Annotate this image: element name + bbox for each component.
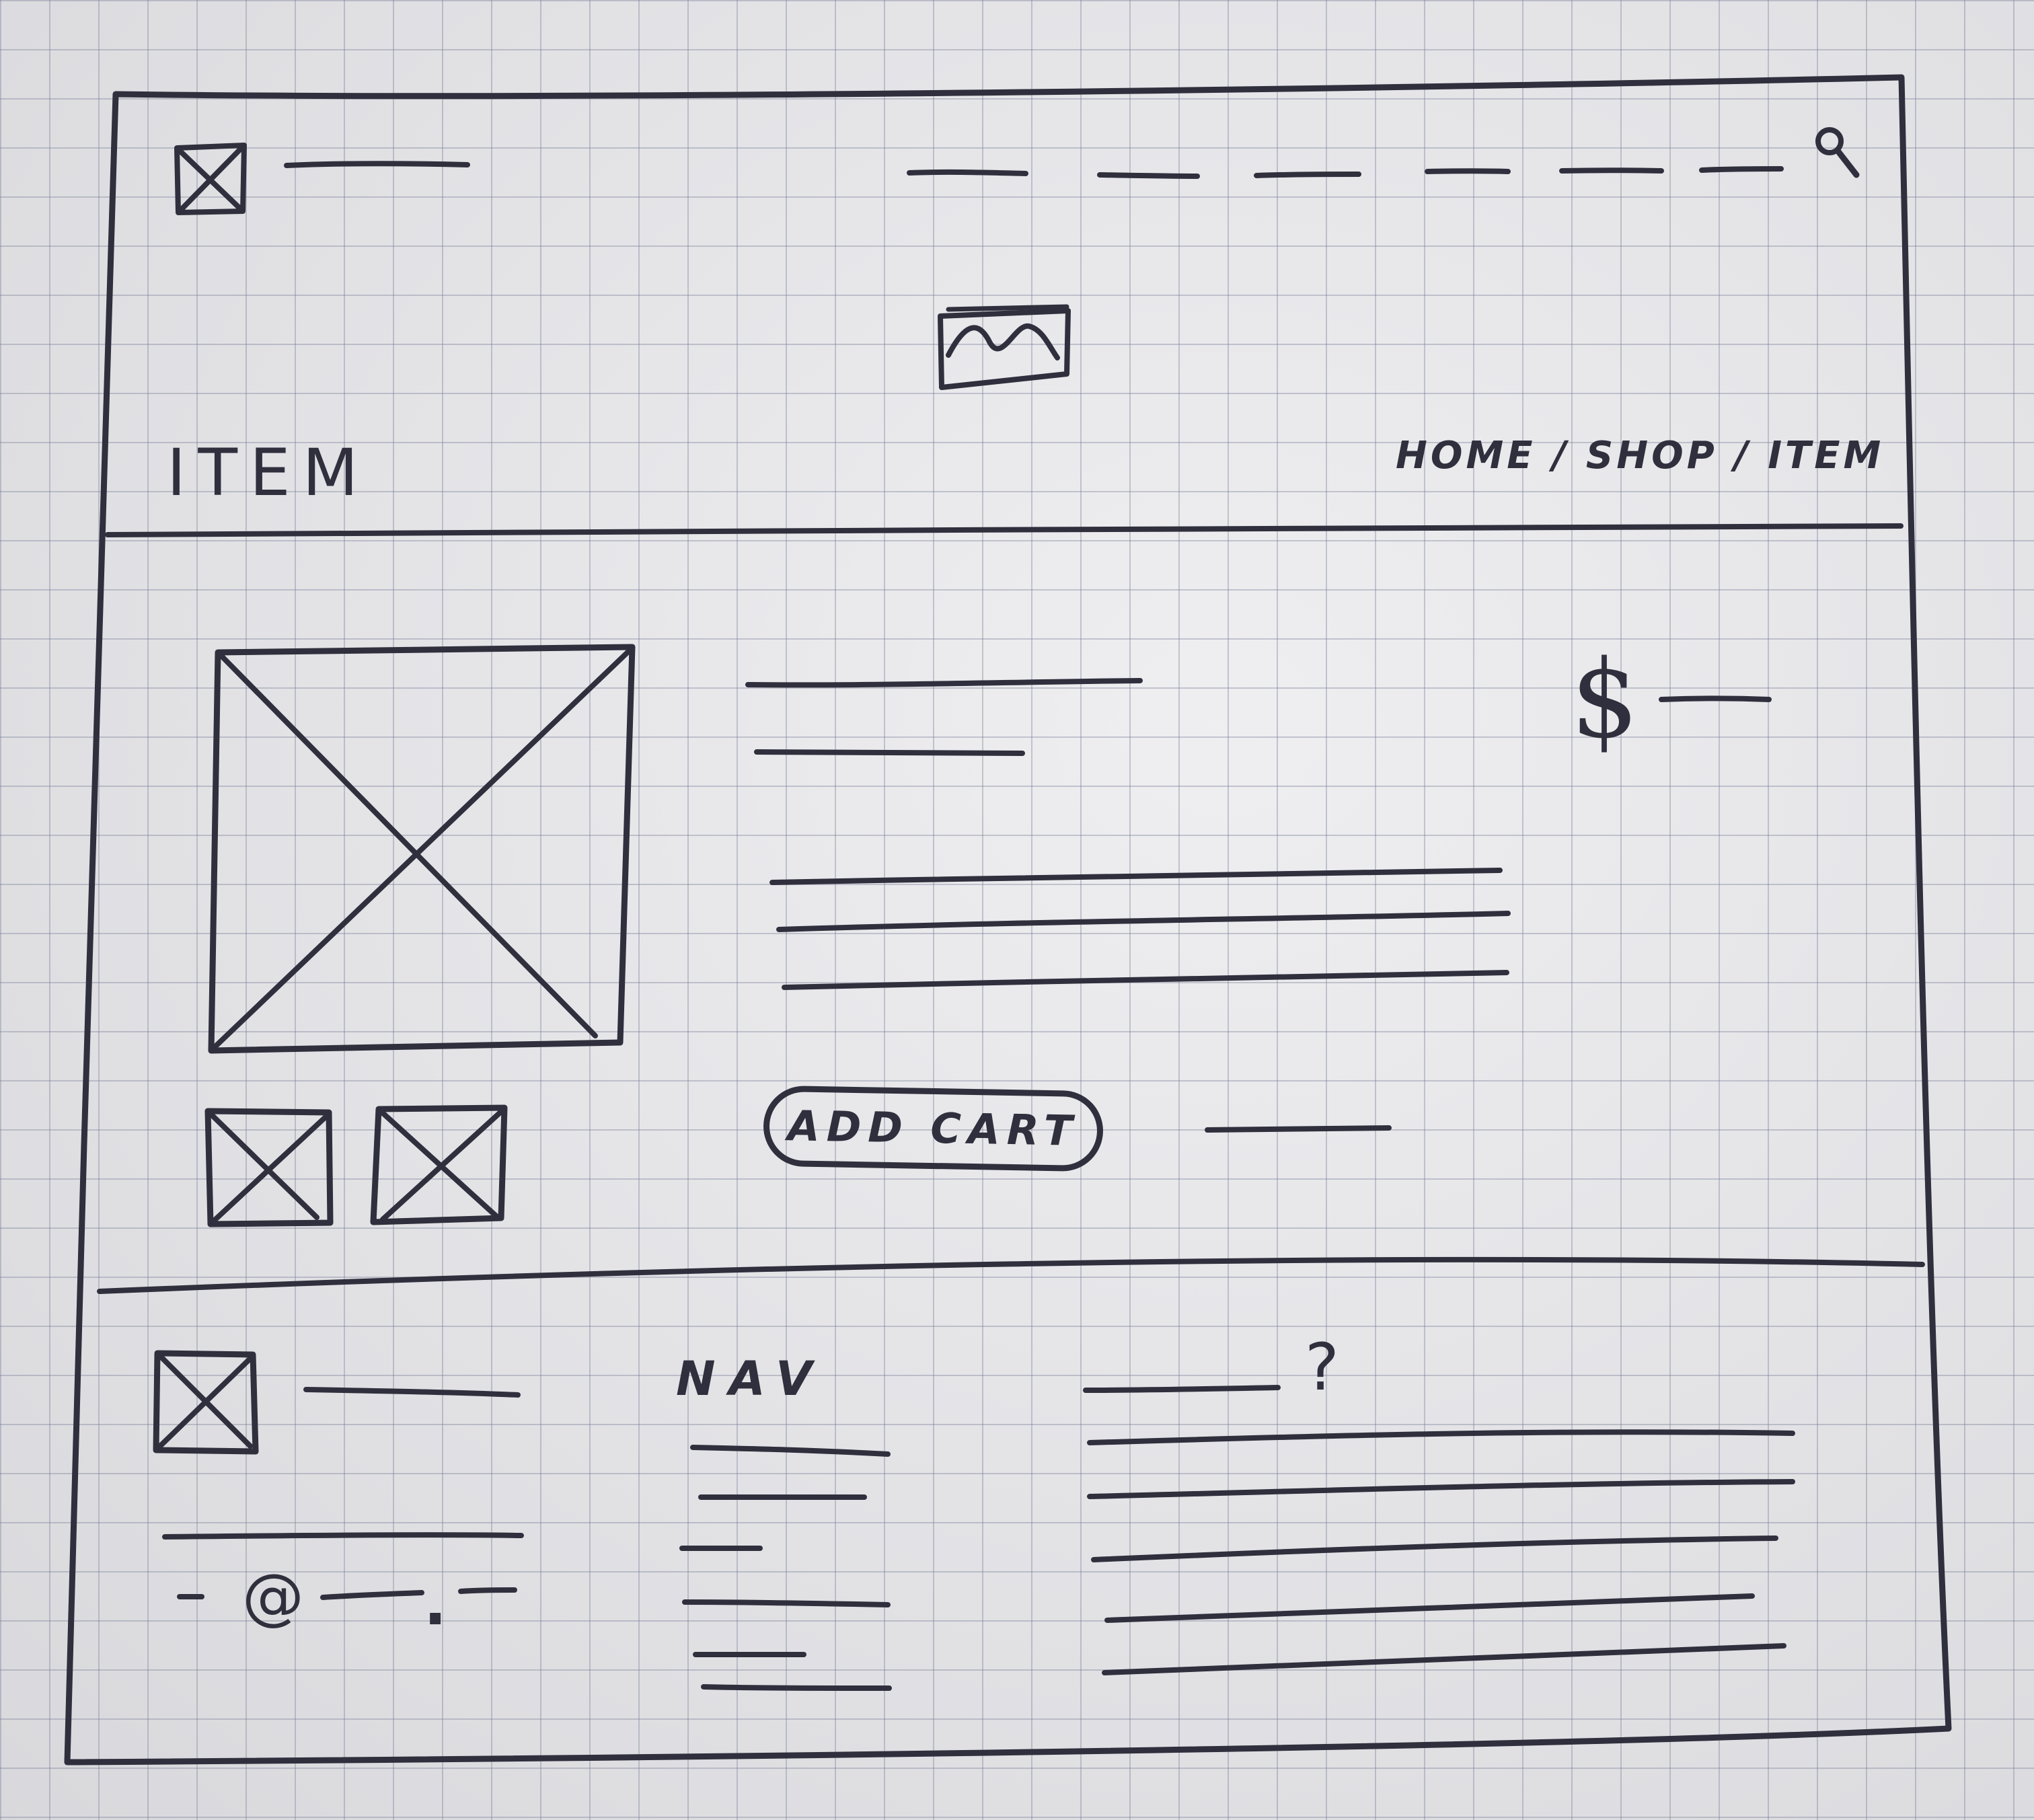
hero-image — [938, 304, 1071, 390]
footer-faq-question-mark: ? — [1305, 1330, 1339, 1405]
product-description-placeholder — [769, 868, 1511, 990]
product-thumbnail-2[interactable] — [367, 1100, 515, 1231]
top-nav — [907, 166, 1784, 179]
email-at-symbol: @ — [242, 1560, 304, 1632]
image-placeholder-icon — [174, 143, 247, 215]
price-symbol: $ — [1571, 636, 1639, 762]
image-placeholder-icon — [204, 1108, 334, 1227]
top-nav-link-1[interactable] — [907, 169, 1028, 176]
search-icon[interactable] — [1803, 114, 1870, 188]
top-nav-link-4[interactable] — [1425, 168, 1511, 174]
add-to-cart-button[interactable]: ADD CART — [762, 1085, 1104, 1172]
email-user-placeholder — [177, 1587, 517, 1600]
footer-faq-text-placeholder — [1087, 1429, 1795, 1675]
top-nav-link-3[interactable] — [1254, 172, 1361, 178]
footer-nav-heading: NAV — [676, 1351, 826, 1406]
top-nav-link-6[interactable] — [1699, 166, 1784, 173]
breadcrumb[interactable]: HOME / SHOP / ITEM — [1396, 434, 1885, 478]
email-dot: . — [424, 1568, 447, 1639]
footer-nav-link-1[interactable] — [690, 1445, 891, 1457]
footer-nav-links — [679, 1445, 892, 1691]
add-to-cart-label: ADD CART — [787, 1101, 1080, 1155]
footer-faq-title-placeholder — [1083, 1385, 1281, 1393]
footer-logo[interactable] — [148, 1345, 262, 1459]
product-name-placeholder — [745, 678, 1143, 756]
image-placeholder-icon — [370, 1104, 508, 1225]
image-placeholder-icon — [208, 644, 636, 1054]
site-name-placeholder — [284, 161, 470, 168]
footer-address-placeholder — [162, 1532, 524, 1540]
quantity-placeholder[interactable] — [1201, 1116, 1396, 1143]
page-title: ITEM — [167, 435, 371, 510]
header-logo[interactable] — [172, 141, 252, 219]
price-value-placeholder — [1659, 695, 1772, 702]
top-nav-link-2[interactable] — [1097, 172, 1200, 179]
footer-nav-link-6[interactable] — [701, 1684, 892, 1691]
image-placeholder-icon — [153, 1350, 259, 1455]
footer-brand-placeholder — [303, 1387, 521, 1398]
footer-nav-link-4[interactable] — [682, 1599, 891, 1607]
image-icon — [938, 304, 1071, 390]
top-nav-link-5[interactable] — [1559, 167, 1664, 174]
footer-email[interactable]: @ . — [172, 1560, 521, 1634]
product-main-image[interactable] — [202, 639, 646, 1063]
product-thumbnail-1[interactable] — [198, 1103, 340, 1231]
